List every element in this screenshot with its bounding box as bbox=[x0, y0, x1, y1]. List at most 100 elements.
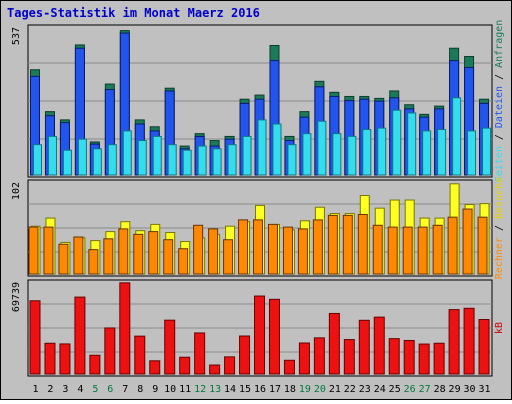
bar-kb-day-7 bbox=[119, 282, 131, 375]
bar-seiten-day-15 bbox=[242, 135, 252, 176]
bar-seiten-day-1 bbox=[33, 144, 42, 176]
x-tick-label-day-10: 10 bbox=[164, 384, 176, 395]
bar-kb-day-13 bbox=[209, 364, 221, 375]
bar-seiten-day-28 bbox=[437, 129, 447, 176]
bar-seiten-day-3 bbox=[62, 149, 72, 176]
x-tick-label-day-12: 12 bbox=[194, 384, 206, 395]
bar-kb-day-26 bbox=[403, 339, 415, 375]
x-tick-label-day-2: 2 bbox=[47, 384, 53, 395]
bar-kb-day-3 bbox=[59, 343, 71, 375]
x-tick-label-day-20: 20 bbox=[314, 384, 326, 395]
bar-rechner-day-13 bbox=[208, 228, 219, 275]
bar-seiten-day-4 bbox=[77, 138, 87, 176]
bar-kb-day-17 bbox=[268, 298, 280, 375]
bar-rechner-day-18 bbox=[282, 226, 293, 275]
bar-seiten-day-25 bbox=[392, 109, 402, 176]
bar-seiten-day-13 bbox=[212, 148, 222, 176]
x-tick-label-day-3: 3 bbox=[62, 384, 68, 395]
top-series-label: Seiten / Dateien / Anfragen bbox=[494, 20, 505, 183]
x-tick-label-day-23: 23 bbox=[359, 384, 371, 395]
bar-seiten-day-24 bbox=[377, 127, 387, 176]
x-tick-label-day-22: 22 bbox=[344, 384, 356, 395]
bar-seiten-day-31 bbox=[482, 127, 492, 176]
bar-kb-day-16 bbox=[254, 295, 266, 375]
bar-seiten-day-2 bbox=[47, 135, 57, 176]
bar-rechner-day-31 bbox=[477, 216, 488, 275]
x-tick-label-day-11: 11 bbox=[179, 384, 191, 395]
bar-seiten-day-19 bbox=[302, 133, 312, 176]
x-tick-label-day-13: 13 bbox=[209, 384, 221, 395]
bar-seiten-day-23 bbox=[362, 129, 372, 176]
top-series-label-part: Seiten bbox=[494, 146, 505, 182]
bar-rechner-day-22 bbox=[342, 214, 353, 275]
x-tick-label-day-15: 15 bbox=[239, 384, 251, 395]
x-axis: 1 2 3 4 5 6 7 8 9 10 11 12 13 14 15 16 17 18 19 20 21 22 23 24 2… bbox=[32, 384, 490, 395]
bar-seiten-day-11 bbox=[182, 149, 192, 176]
bar-rechner-day-8 bbox=[133, 233, 144, 275]
bar-kb-day-11 bbox=[179, 356, 191, 375]
bar-kb-day-19 bbox=[298, 342, 310, 375]
x-tick-label-day-4: 4 bbox=[77, 384, 83, 395]
top-series-label-part: / bbox=[494, 68, 505, 86]
bar-rechner-day-21 bbox=[327, 214, 338, 275]
bar-rechner-day-26 bbox=[402, 226, 413, 275]
x-tick-label-day-27: 27 bbox=[419, 384, 431, 395]
bar-seiten-day-30 bbox=[467, 130, 477, 176]
bar-kb-day-21 bbox=[328, 312, 340, 375]
x-tick-label-day-9: 9 bbox=[152, 384, 158, 395]
x-tick-label-day-19: 19 bbox=[299, 384, 311, 395]
top-series-label-part: Dateien bbox=[494, 86, 505, 128]
middle-panel: 102 Rechner / Besuche bbox=[11, 177, 505, 279]
bar-rechner-day-9 bbox=[148, 231, 159, 275]
x-tick-label-day-31: 31 bbox=[478, 384, 490, 395]
bar-rechner-day-11 bbox=[178, 248, 189, 275]
bar-rechner-day-16 bbox=[253, 219, 264, 275]
bar-kb-day-25 bbox=[388, 338, 400, 375]
bar-seiten-day-18 bbox=[287, 144, 297, 176]
bar-seiten-day-16 bbox=[257, 119, 267, 176]
middle-ymax-label: 102 bbox=[11, 182, 22, 200]
bar-seiten-day-22 bbox=[347, 135, 357, 176]
chart-title: Tages-Statistik im Monat Maerz 2016 bbox=[7, 6, 260, 20]
bar-kb-day-8 bbox=[134, 335, 146, 375]
bar-seiten-day-8 bbox=[137, 140, 147, 176]
x-tick-label-day-17: 17 bbox=[269, 384, 281, 395]
x-tick-label-day-30: 30 bbox=[464, 384, 476, 395]
bar-rechner-day-15 bbox=[238, 219, 249, 275]
x-tick-label-day-26: 26 bbox=[404, 384, 416, 395]
bar-kb-day-18 bbox=[283, 359, 295, 375]
middle-series-label: Rechner / Besuche bbox=[494, 177, 505, 279]
bar-rechner-day-5 bbox=[88, 249, 99, 275]
bar-kb-day-1 bbox=[29, 300, 41, 375]
bar-seiten-day-26 bbox=[407, 112, 417, 176]
x-tick-label-day-25: 25 bbox=[389, 384, 401, 395]
x-tick-label-day-7: 7 bbox=[122, 384, 128, 395]
bar-kb-day-28 bbox=[433, 342, 445, 375]
x-tick-label-day-6: 6 bbox=[107, 384, 113, 395]
bar-kb-day-20 bbox=[313, 337, 325, 375]
bar-seiten-day-29 bbox=[452, 97, 462, 176]
bar-seiten-day-9 bbox=[152, 135, 162, 176]
bar-rechner-day-1 bbox=[28, 226, 39, 275]
x-tick-label-day-5: 5 bbox=[92, 384, 98, 395]
bar-kb-day-14 bbox=[224, 356, 236, 375]
bottom-ymax-label: 69739 bbox=[11, 282, 22, 312]
x-tick-label-day-16: 16 bbox=[254, 384, 266, 395]
x-tick-label-day-28: 28 bbox=[434, 384, 446, 395]
bar-rechner-day-3 bbox=[58, 243, 69, 275]
top-series-label-part: Anfragen bbox=[494, 20, 505, 68]
middle-series-label-part: Rechner bbox=[494, 237, 505, 279]
bar-rechner-day-19 bbox=[297, 228, 308, 275]
bar-kb-day-30 bbox=[463, 307, 475, 375]
bar-kb-day-27 bbox=[418, 343, 430, 375]
top-series-label-part: / bbox=[494, 128, 505, 146]
bar-kb-day-12 bbox=[194, 332, 206, 375]
bar-seiten-day-14 bbox=[227, 144, 237, 176]
bar-seiten-day-17 bbox=[272, 123, 282, 176]
chart-panels: 537 Seiten / Dateien / Anfragen 102 Rechner… bbox=[11, 20, 505, 377]
bar-kb-day-4 bbox=[74, 296, 86, 375]
bar-rechner-day-17 bbox=[267, 223, 278, 275]
bar-kb-day-6 bbox=[104, 327, 116, 375]
